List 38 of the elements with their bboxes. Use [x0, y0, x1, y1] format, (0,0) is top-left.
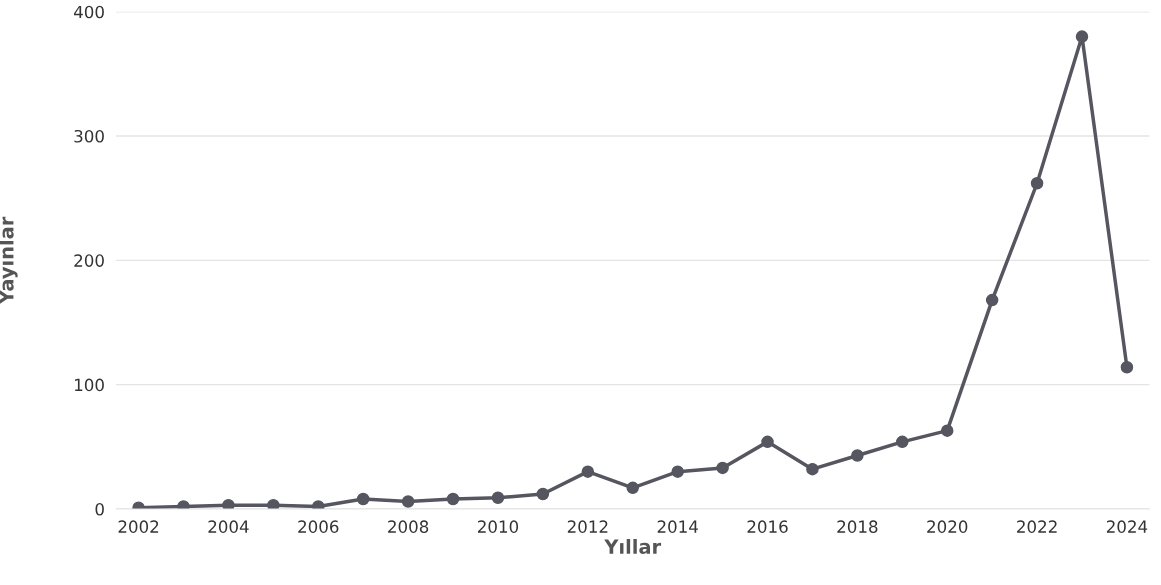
x-axis-title: Yıllar [604, 538, 662, 555]
x-tick-label: 2002 [118, 520, 159, 533]
point [356, 492, 370, 506]
point [851, 449, 864, 462]
point [401, 495, 415, 508]
y-tick-label: 300 [74, 129, 104, 143]
point [626, 481, 639, 495]
point [222, 498, 235, 509]
point [761, 435, 774, 449]
x-tick-label: 2016 [747, 520, 788, 533]
y-tick-label: 0 [95, 502, 104, 516]
x-tick-label: 2014 [657, 520, 698, 533]
point [1075, 30, 1089, 43]
x-tick-label: 2010 [477, 520, 519, 533]
point [716, 461, 729, 475]
x-tick-label: 2008 [388, 520, 429, 533]
point [1120, 360, 1134, 374]
y-tick-label: 100 [75, 378, 104, 392]
x-tick-label: 2004 [208, 520, 249, 533]
x-tick-label: 2012 [567, 520, 608, 533]
point [940, 424, 954, 437]
point [671, 465, 684, 478]
x-tick-label: 2024 [1106, 520, 1148, 533]
y-tick-label: 400 [73, 5, 104, 19]
point [491, 491, 505, 505]
y-tick-label: 200 [74, 254, 104, 267]
point [536, 487, 550, 501]
point [581, 465, 595, 478]
x-tick-label: 2006 [298, 520, 339, 533]
x-tick-label: 2020 [927, 520, 968, 533]
x-tick-label: 2022 [1017, 520, 1057, 533]
point [446, 492, 460, 506]
point [896, 435, 909, 449]
point [267, 498, 280, 509]
point [1030, 177, 1044, 190]
point [985, 293, 999, 307]
x-tick-label: 2018 [837, 520, 878, 533]
point [806, 462, 819, 476]
